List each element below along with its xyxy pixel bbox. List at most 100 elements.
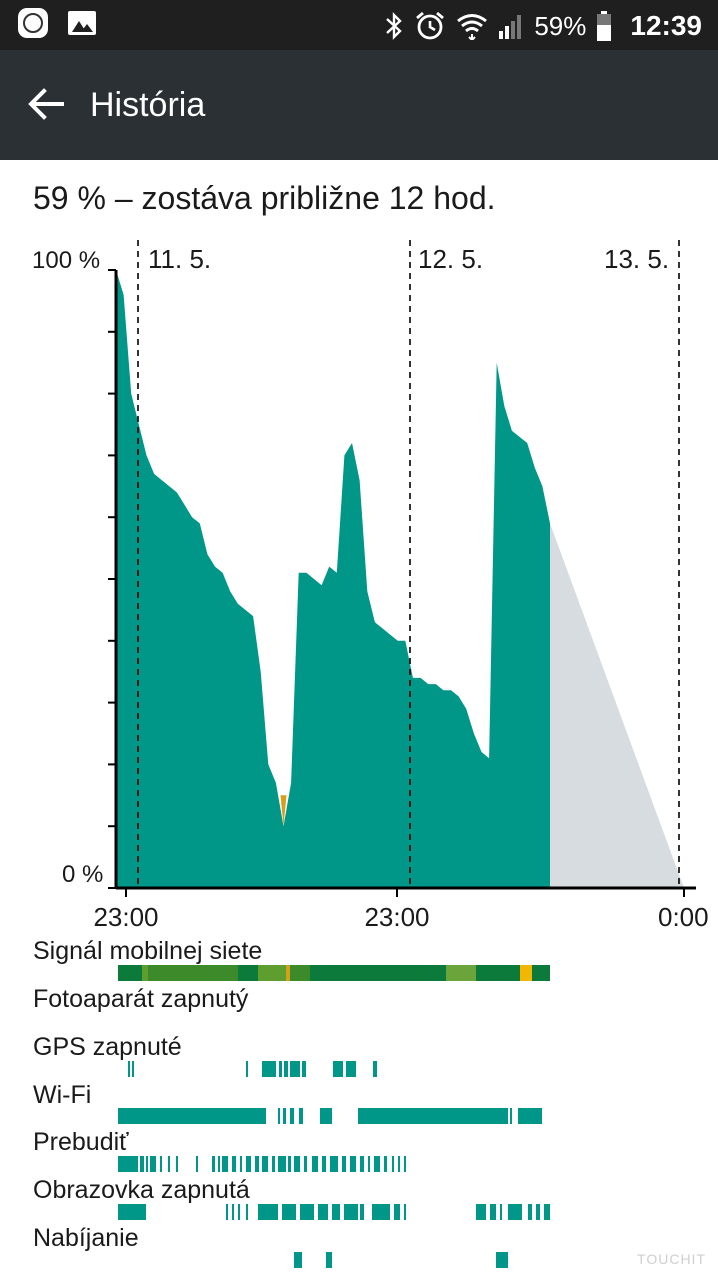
battery-summary: 59 % – zostáva približne 12 hod. bbox=[33, 180, 496, 216]
bluetooth-icon bbox=[386, 12, 403, 40]
usage-row-label: Obrazovka zapnutá bbox=[33, 1176, 250, 1204]
screen-segment bbox=[500, 1204, 502, 1220]
wake-segment bbox=[118, 1156, 138, 1172]
screen-segment bbox=[118, 1204, 146, 1220]
signal-segment bbox=[520, 965, 532, 981]
charging-segment bbox=[294, 1252, 302, 1268]
wake-segment bbox=[150, 1156, 156, 1172]
app-bar: História bbox=[0, 50, 718, 160]
signal-icon bbox=[499, 15, 522, 39]
screen-segment bbox=[258, 1204, 278, 1220]
screen-segment bbox=[300, 1204, 314, 1220]
gps-segment bbox=[302, 1061, 306, 1077]
wake-segment bbox=[288, 1156, 291, 1172]
wake-segment bbox=[392, 1156, 394, 1172]
screen-segment bbox=[372, 1204, 390, 1220]
screen-segment bbox=[490, 1204, 496, 1220]
gps-segment bbox=[279, 1061, 282, 1077]
back-arrow-icon[interactable] bbox=[26, 84, 66, 124]
screen-segment bbox=[344, 1204, 358, 1220]
signal-segment bbox=[238, 965, 258, 981]
wake-segment bbox=[368, 1156, 370, 1172]
wifi-segment bbox=[518, 1108, 542, 1124]
screen-segment bbox=[394, 1204, 400, 1220]
signal-segment bbox=[118, 965, 142, 981]
wake-segment bbox=[246, 1156, 251, 1172]
wake-segment bbox=[146, 1156, 148, 1172]
wake-segment bbox=[322, 1156, 326, 1172]
day-label: 12. 5. bbox=[418, 244, 483, 274]
screen-segment bbox=[544, 1204, 550, 1220]
status-bar: 59% 12:39 bbox=[0, 0, 718, 50]
gps-segment bbox=[128, 1061, 130, 1077]
usage-row-label: Signál mobilnej siete bbox=[33, 937, 263, 965]
gps-segment bbox=[373, 1061, 377, 1077]
screen-segment bbox=[232, 1204, 234, 1220]
wake-segment bbox=[294, 1156, 300, 1172]
wake-segment bbox=[240, 1156, 242, 1172]
y-label-min: 0 % bbox=[62, 861, 103, 888]
screen-segment bbox=[282, 1204, 296, 1220]
usage-row-label: Prebudiť bbox=[33, 1128, 129, 1156]
wake-segment bbox=[218, 1156, 220, 1172]
alarm-icon bbox=[416, 11, 445, 40]
screen-segment bbox=[360, 1204, 364, 1220]
low-battery-segment bbox=[280, 795, 287, 827]
screen-segment bbox=[332, 1204, 340, 1220]
screen-segment bbox=[476, 1204, 486, 1220]
usage-row-label: Fotoaparát zapnutý bbox=[33, 985, 249, 1013]
signal-segment bbox=[258, 965, 286, 981]
wifi-segment bbox=[278, 1108, 280, 1124]
system-icons: 59% 12:39 bbox=[384, 6, 702, 46]
day-label: 13. 5. bbox=[604, 244, 669, 274]
wake-segment bbox=[272, 1156, 275, 1172]
wifi-segment bbox=[358, 1108, 508, 1124]
screen-segment bbox=[238, 1204, 240, 1220]
gps-segment bbox=[132, 1061, 134, 1077]
wake-segment bbox=[176, 1156, 178, 1172]
gallery-icon bbox=[68, 11, 96, 35]
wake-segment bbox=[398, 1156, 400, 1172]
day-label: 11. 5. bbox=[148, 244, 211, 274]
wifi-segment bbox=[320, 1108, 332, 1124]
battery-history-chart: 100 % 0 % 11. 5. 12. 5. 13. 5. 23:00 23:00 0:00 bbox=[32, 240, 709, 930]
clock: 12:39 bbox=[630, 10, 702, 41]
battery-projection bbox=[550, 523, 684, 888]
wake-segment bbox=[196, 1156, 198, 1172]
wake-segment bbox=[350, 1156, 356, 1172]
y-label-max: 100 % bbox=[32, 247, 100, 274]
screen-segment bbox=[246, 1204, 248, 1220]
signal-segment bbox=[310, 965, 446, 981]
wifi-segment bbox=[118, 1108, 266, 1124]
wake-segment bbox=[304, 1156, 307, 1172]
gps-segment bbox=[290, 1061, 300, 1077]
gps-segment bbox=[333, 1061, 343, 1077]
screen-segment bbox=[528, 1204, 532, 1220]
screen-segment bbox=[536, 1204, 540, 1220]
charging-segment bbox=[496, 1252, 508, 1268]
wake-segment bbox=[342, 1156, 346, 1172]
usage-row-label: GPS zapnuté bbox=[33, 1033, 182, 1061]
gps-segment bbox=[246, 1061, 248, 1077]
wake-segment bbox=[330, 1156, 338, 1172]
wake-segment bbox=[404, 1156, 406, 1172]
wifi-segment bbox=[510, 1108, 512, 1124]
wake-segment bbox=[374, 1156, 380, 1172]
x-tick-label: 23:00 bbox=[93, 902, 158, 930]
screen-segment bbox=[226, 1204, 228, 1220]
usage-row-label: Wi-Fi bbox=[33, 1081, 92, 1109]
wake-segment bbox=[160, 1156, 162, 1172]
signal-segment bbox=[446, 965, 476, 981]
gps-segment bbox=[284, 1061, 288, 1077]
screen-segment bbox=[508, 1204, 522, 1220]
wake-segment bbox=[222, 1156, 228, 1172]
screen-segment bbox=[404, 1204, 406, 1220]
watermark: TOUCHIT bbox=[637, 1251, 706, 1267]
wake-segment bbox=[140, 1156, 144, 1172]
x-tick-label: 23:00 bbox=[364, 902, 429, 930]
wake-segment bbox=[168, 1156, 170, 1172]
mi-icon bbox=[18, 8, 48, 38]
wake-segment bbox=[312, 1156, 318, 1172]
usage-row-label: Nabíjanie bbox=[33, 1224, 139, 1252]
signal-segment bbox=[148, 965, 238, 981]
